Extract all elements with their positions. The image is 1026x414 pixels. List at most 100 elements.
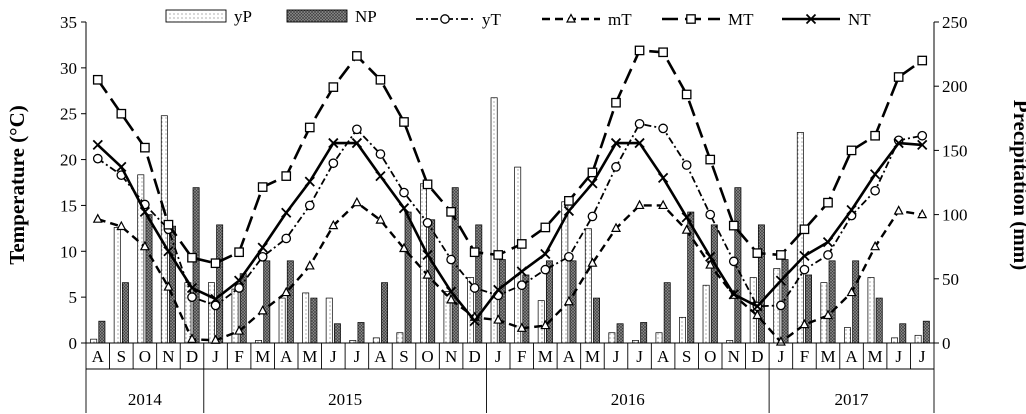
bar-NP-35 xyxy=(922,320,930,344)
y-axis-right-title: Precipitation (mm) xyxy=(1009,100,1026,270)
year-label: 2014 xyxy=(128,390,163,409)
y-tick-label-left: 30 xyxy=(60,59,77,78)
bar-NP-4 xyxy=(192,187,200,344)
marker-mT-35 xyxy=(917,208,928,219)
marker-yT-20 xyxy=(564,251,574,262)
month-label: O xyxy=(704,347,716,366)
marker-MT-35 xyxy=(917,55,928,66)
legend-label-yP: yP xyxy=(234,7,252,26)
bar-yP-18 xyxy=(514,166,522,344)
year-label: 2017 xyxy=(835,390,870,409)
marker-NT-23 xyxy=(634,137,645,149)
marker-yT-16 xyxy=(469,283,480,293)
month-label: S xyxy=(117,347,126,366)
month-label: A xyxy=(92,347,105,366)
marker-MT-32 xyxy=(846,145,857,156)
marker-MT-14 xyxy=(422,179,433,190)
marker-NT-26 xyxy=(705,251,716,262)
y-tick-label-right: 50 xyxy=(942,270,959,289)
bar-NP-34 xyxy=(899,323,907,344)
marker-mT-9 xyxy=(304,260,315,270)
marker-MT-11 xyxy=(352,51,362,61)
month-label: S xyxy=(682,347,691,366)
marker-mT-3 xyxy=(163,281,174,291)
marker-mT-25 xyxy=(681,224,692,234)
marker-mT-34 xyxy=(893,205,904,215)
legend: yP NP yT mT MT NT xyxy=(165,7,871,29)
month-label: O xyxy=(139,347,151,366)
bar-NP-0 xyxy=(98,320,106,344)
bar-yP-13 xyxy=(396,332,404,344)
y-tick-label-right: 200 xyxy=(942,77,968,96)
bar-NP-9 xyxy=(310,297,318,344)
marker-MT-27 xyxy=(728,220,739,231)
marker-MT-5 xyxy=(210,258,221,269)
month-label: F xyxy=(234,347,243,366)
bar-yP-35 xyxy=(914,334,922,344)
marker-NT-27 xyxy=(728,289,739,300)
marker-MT-31 xyxy=(823,197,833,208)
bar-NP-33 xyxy=(875,297,883,344)
marker-mT-30 xyxy=(799,318,810,329)
marker-yT-4 xyxy=(187,292,197,302)
year-label: 2015 xyxy=(328,390,362,409)
bar-NP-13 xyxy=(404,211,412,344)
marker-MT-0 xyxy=(92,74,103,85)
month-label: N xyxy=(445,347,457,366)
legend-marker-yT xyxy=(440,14,450,24)
marker-NT-15 xyxy=(445,286,457,297)
marker-mT-31 xyxy=(823,309,833,320)
month-label: M xyxy=(868,347,883,366)
month-label: N xyxy=(162,347,174,366)
marker-mT-32 xyxy=(846,286,857,297)
month-label: J xyxy=(330,347,337,366)
bar-yP-17 xyxy=(490,97,498,344)
marker-NT-9 xyxy=(304,176,315,187)
marker-yT-0 xyxy=(92,153,103,164)
marker-yT-15 xyxy=(446,254,456,265)
bar-yP-1 xyxy=(113,227,121,344)
marker-yT-24 xyxy=(658,123,668,134)
marker-MT-8 xyxy=(281,171,292,181)
marker-MT-6 xyxy=(234,247,244,258)
marker-yT-27 xyxy=(728,256,739,267)
month-label: J xyxy=(613,347,620,366)
marker-MT-23 xyxy=(634,45,645,56)
marker-mT-0 xyxy=(92,213,103,223)
marker-mT-14 xyxy=(422,269,433,279)
marker-yT-23 xyxy=(634,118,645,129)
bar-NP-12 xyxy=(381,282,388,344)
marker-MT-20 xyxy=(564,195,574,206)
legend-label-yT: yT xyxy=(482,10,502,29)
marker-MT-26 xyxy=(705,154,716,165)
bar-NP-7 xyxy=(263,260,271,344)
bar-yP-26 xyxy=(702,284,710,344)
y-tick-label-left: 25 xyxy=(60,105,77,124)
marker-NT-6 xyxy=(233,275,245,286)
marker-mT-18 xyxy=(516,322,527,332)
bar-yP-14 xyxy=(420,183,427,344)
month-label: N xyxy=(728,347,740,366)
y-tick-label-left: 10 xyxy=(60,242,77,261)
marker-mT-6 xyxy=(234,325,245,335)
legend-marker-NT xyxy=(805,13,817,25)
marker-yT-12 xyxy=(375,149,386,159)
bar-NP-17 xyxy=(498,259,506,344)
legend-label-MT: MT xyxy=(728,10,754,29)
marker-NT-31 xyxy=(822,236,834,248)
marker-yT-9 xyxy=(304,200,315,211)
marker-MT-13 xyxy=(399,117,409,127)
marker-MT-9 xyxy=(304,122,315,133)
month-label: D xyxy=(751,347,763,366)
month-label: A xyxy=(563,347,576,366)
month-label: J xyxy=(636,347,643,366)
marker-yT-14 xyxy=(422,218,433,228)
legend-marker-MT xyxy=(686,14,696,24)
marker-yT-30 xyxy=(799,264,810,275)
bar-yP-8 xyxy=(278,297,286,344)
y-tick-label-right: 100 xyxy=(942,206,968,225)
marker-NT-13 xyxy=(398,203,410,214)
marker-yT-11 xyxy=(352,124,362,135)
month-label: F xyxy=(517,347,526,366)
